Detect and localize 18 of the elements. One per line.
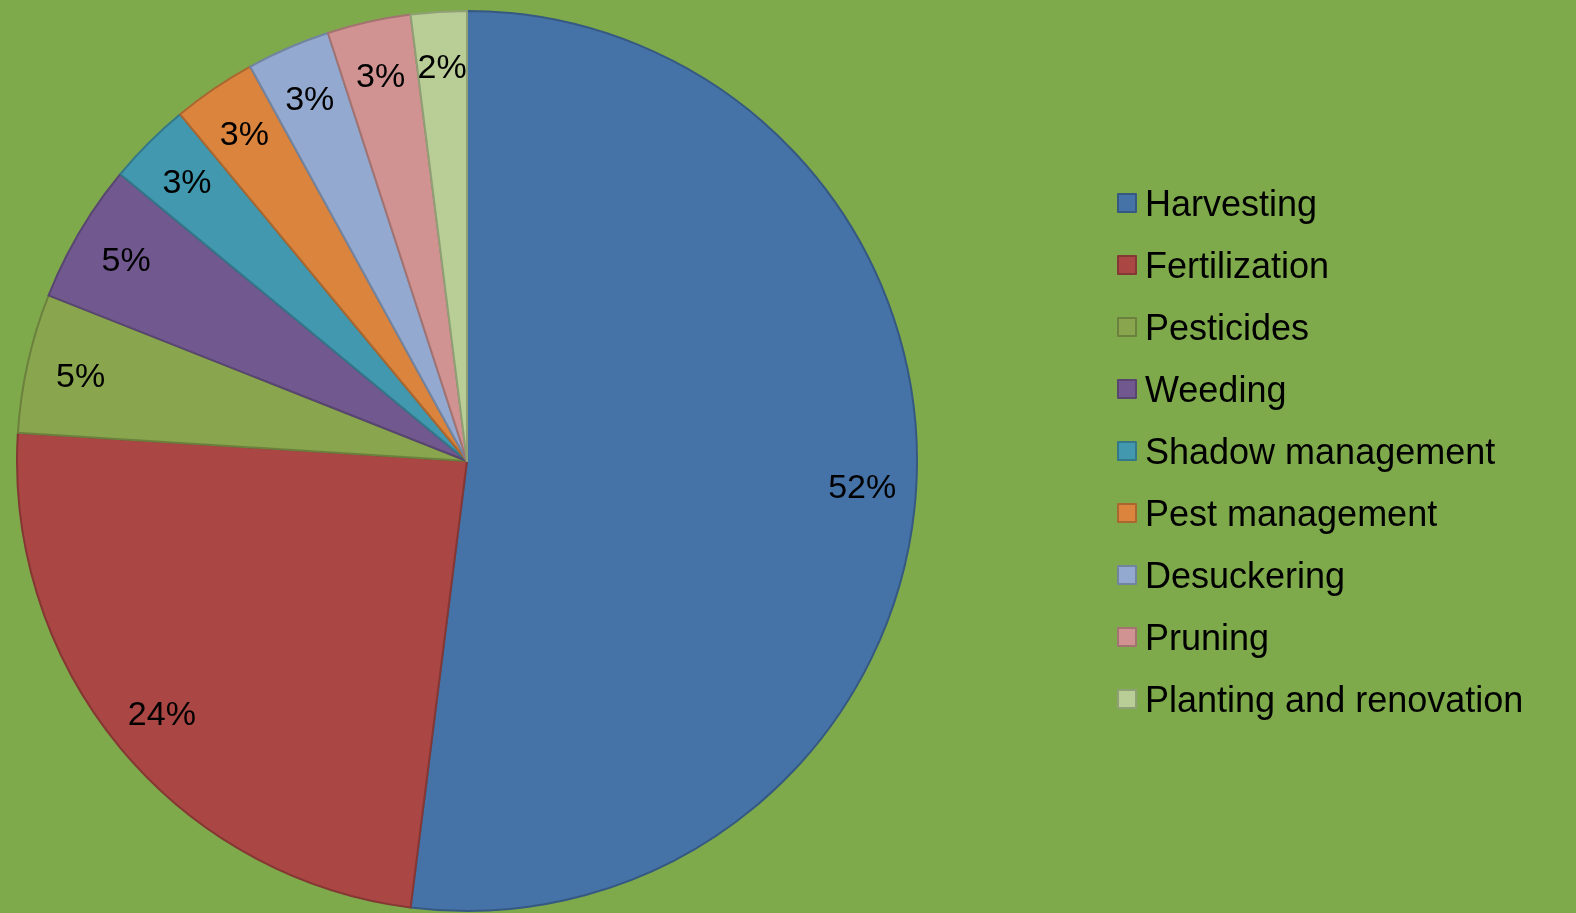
legend-label: Shadow management: [1145, 430, 1496, 472]
legend-label: Fertilization: [1145, 244, 1330, 286]
data-label: 5%: [55, 355, 106, 394]
data-label: 2%: [417, 46, 467, 85]
legend-label: Harvesting: [1145, 182, 1318, 224]
data-label: 3%: [162, 161, 212, 200]
legend-label: Pest management: [1145, 492, 1438, 534]
data-label: 3%: [285, 78, 335, 117]
data-label: 3%: [219, 114, 269, 153]
data-label: 52%: [828, 466, 897, 505]
legend-label: Pesticides: [1145, 306, 1310, 348]
legend-label: Weeding: [1145, 368, 1287, 410]
legend-label: Pruning: [1145, 616, 1270, 658]
data-label: 5%: [101, 240, 151, 279]
data-label: 24%: [127, 694, 196, 733]
legend-label: Planting and renovation: [1145, 678, 1524, 720]
legend-label: Desuckering: [1145, 554, 1346, 596]
data-label: 3%: [356, 55, 406, 94]
